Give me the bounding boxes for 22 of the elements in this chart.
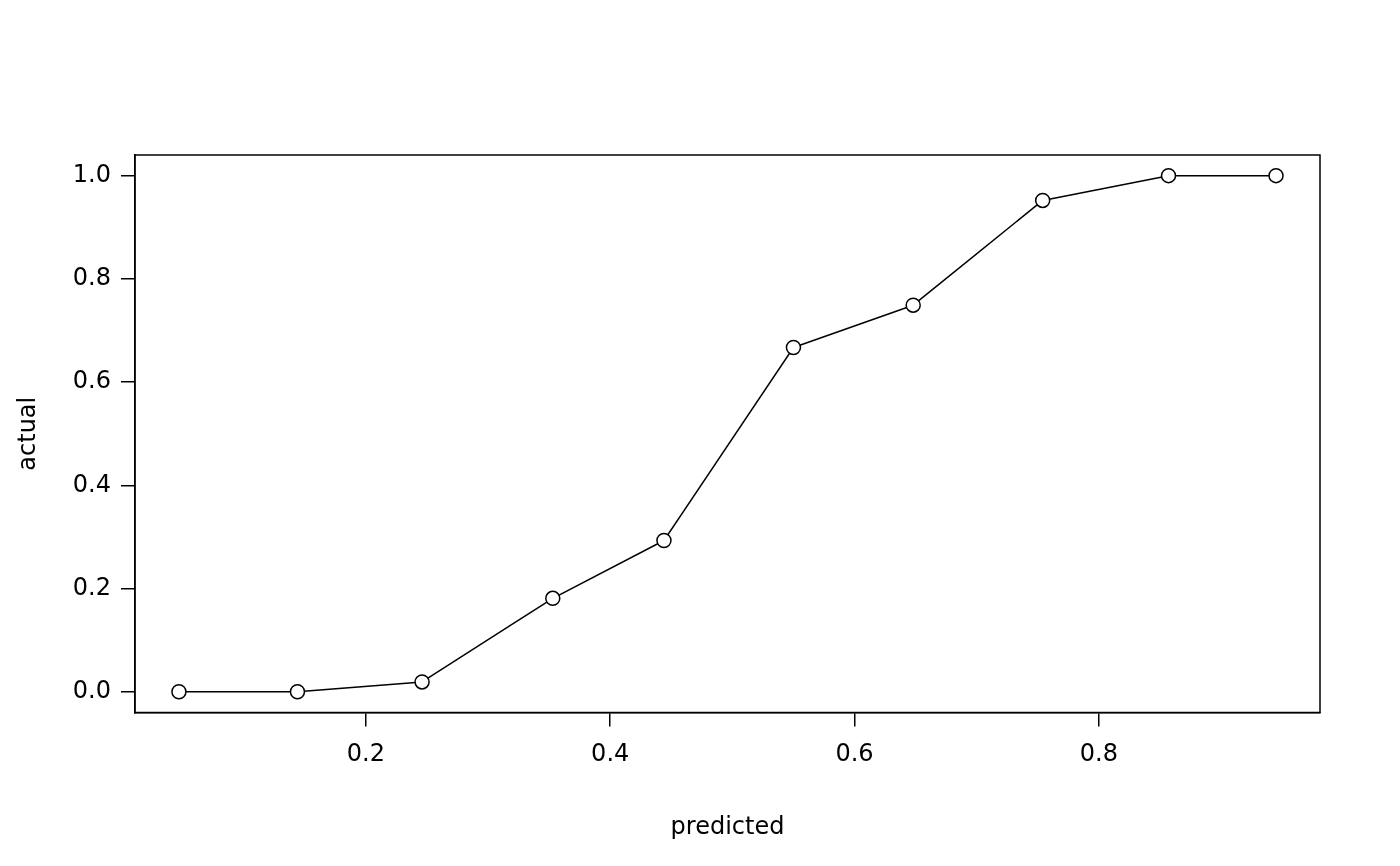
point [414, 674, 430, 690]
y-tick-label: 0.4 [72, 469, 111, 498]
x-tick-label: 0.8 [1079, 739, 1118, 768]
point [656, 532, 672, 549]
x-tick-label: 0.6 [835, 739, 874, 768]
point [545, 590, 561, 607]
x-tick-label: 0.2 [346, 739, 385, 768]
y-tick-label: 0.8 [72, 263, 111, 292]
point [289, 684, 306, 700]
x-tick-label: 0.4 [591, 739, 630, 768]
point [1268, 167, 1284, 184]
y-axis-title: actual [12, 396, 41, 471]
y-tick-label: 0.0 [72, 675, 111, 704]
point [1034, 192, 1051, 209]
point [1160, 167, 1177, 184]
y-tick-label: 1.0 [72, 159, 111, 188]
point [905, 297, 921, 313]
point [785, 339, 802, 356]
y-tick-label: 0.6 [72, 366, 111, 395]
point [171, 684, 187, 700]
y-tick-label: 0.2 [72, 572, 111, 601]
x-axis-title: predicted [670, 811, 785, 840]
